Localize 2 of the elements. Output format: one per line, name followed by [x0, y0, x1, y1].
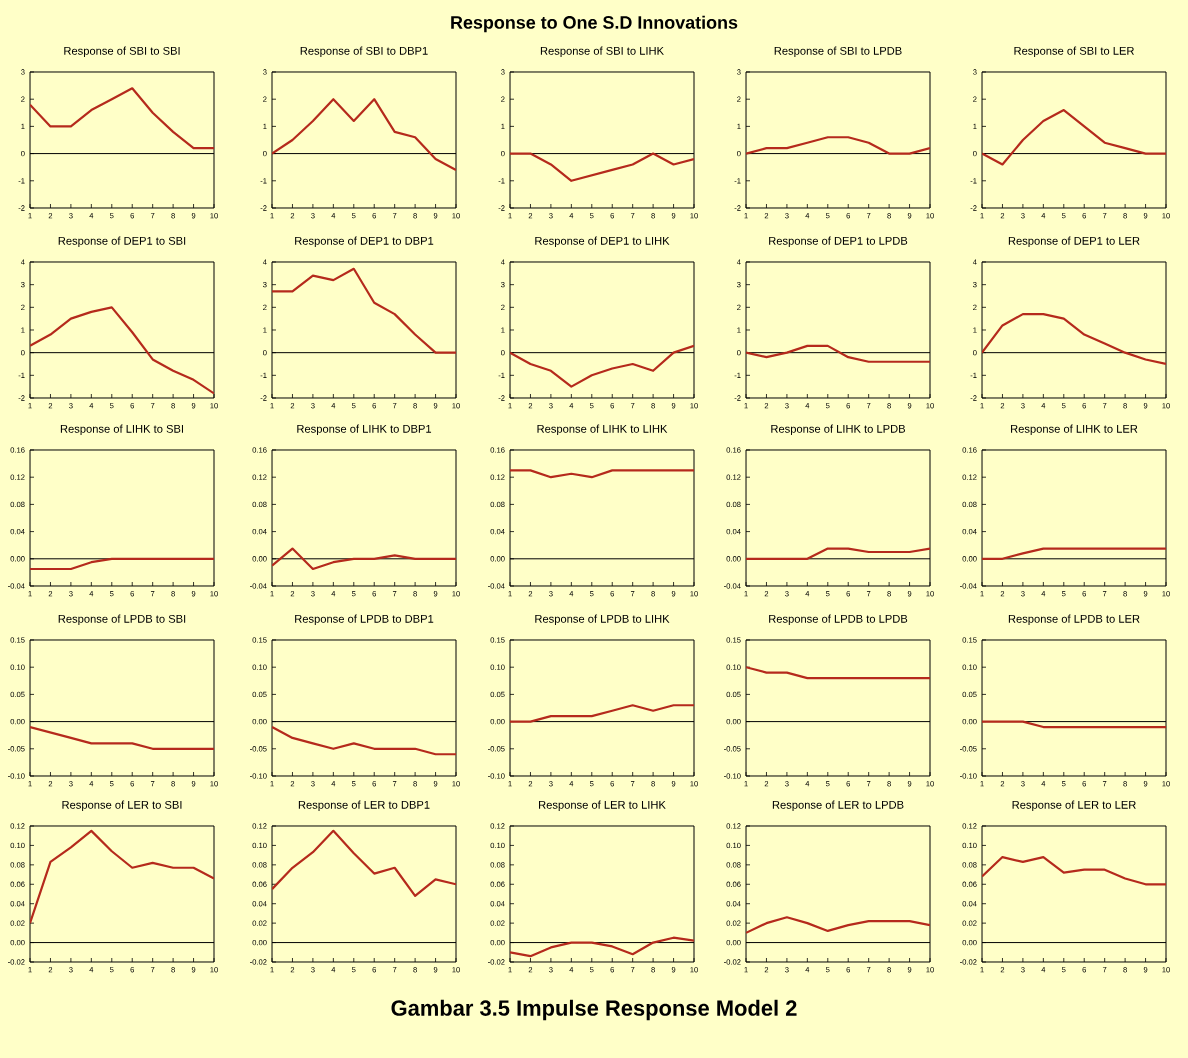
- text: Response to One S.D Innovations: [451, 15, 738, 33]
- text: Gambar 3.5 Impulse Response Model 2: [391, 999, 797, 1021]
